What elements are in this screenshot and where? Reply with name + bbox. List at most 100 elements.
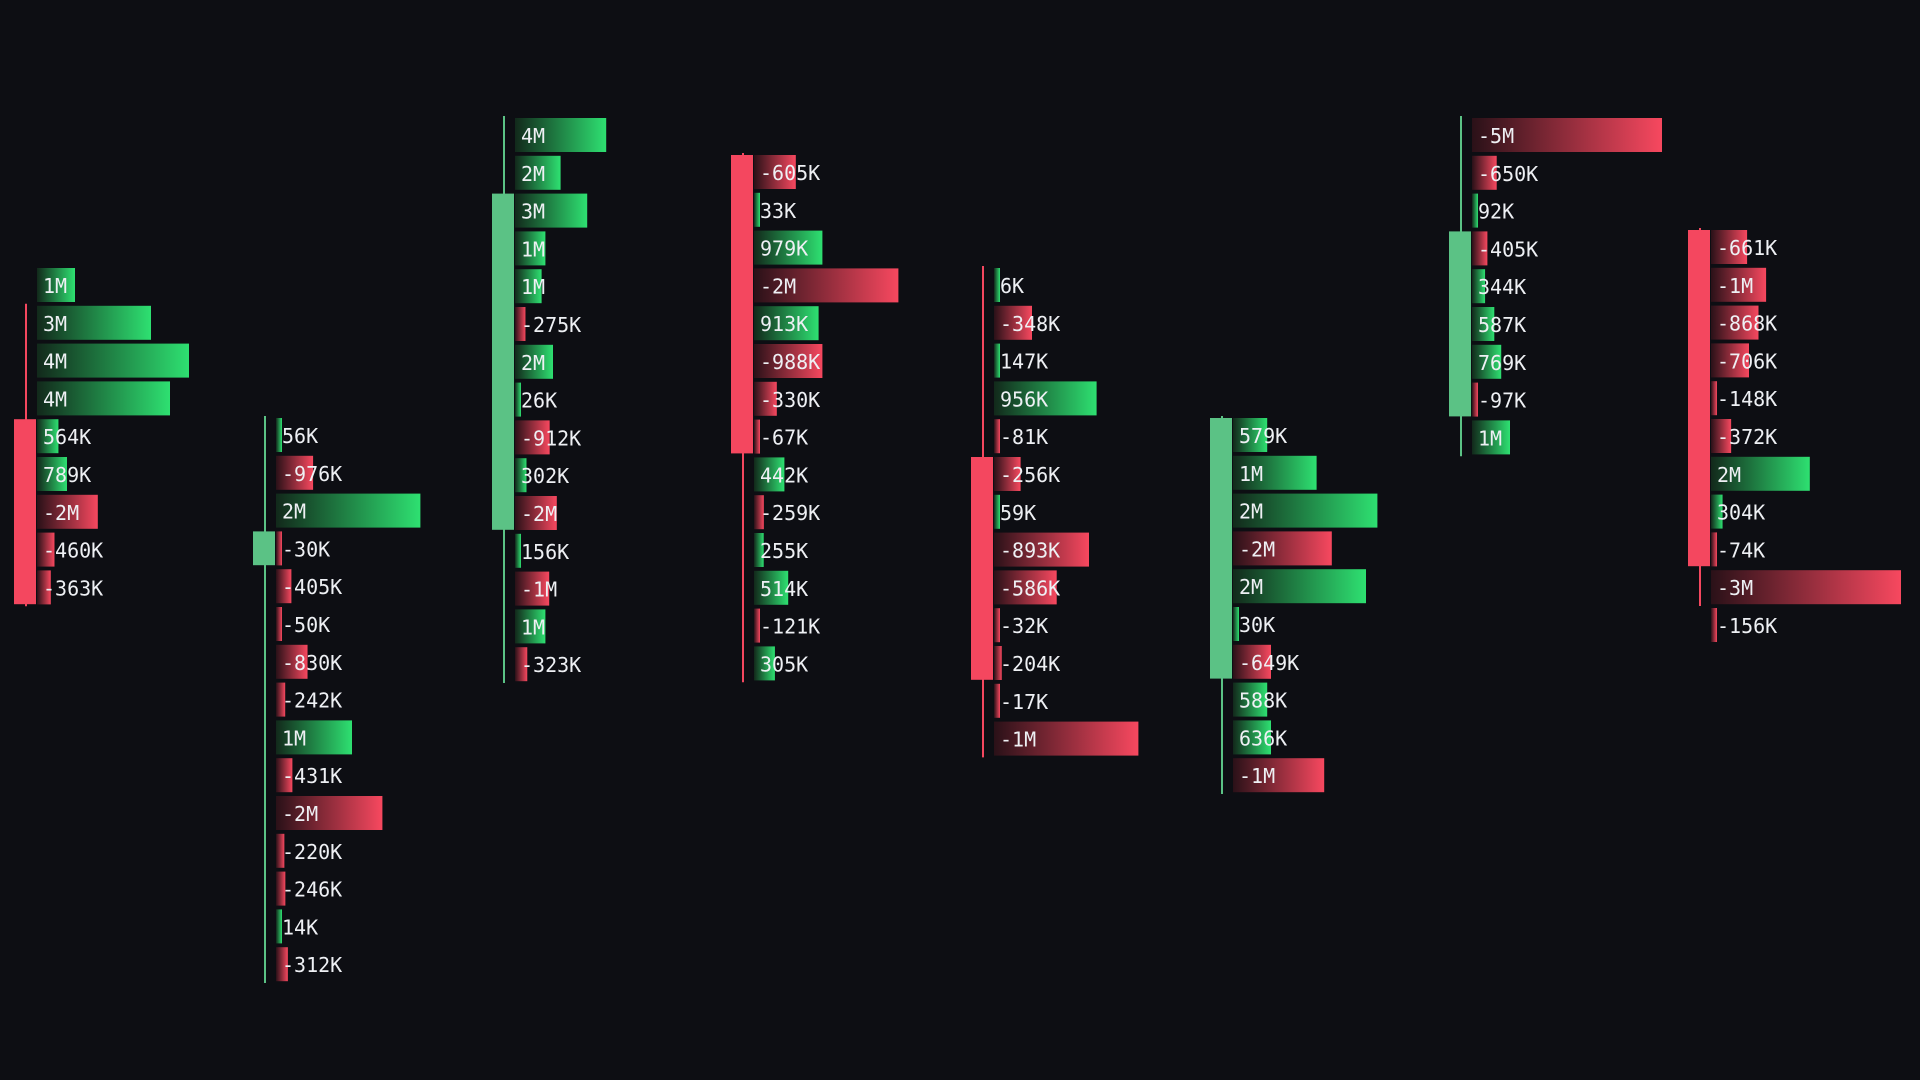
- delta-label: -868K: [1717, 312, 1777, 336]
- delta-bar: [1233, 720, 1271, 755]
- delta-label: -348K: [1000, 312, 1060, 336]
- delta-label: 33K: [760, 199, 796, 223]
- delta-bar: [1233, 758, 1325, 793]
- delta-bar: [515, 533, 521, 568]
- delta-label: 956K: [1000, 387, 1048, 411]
- delta-label: -330K: [760, 388, 820, 412]
- delta-label: -363K: [43, 576, 103, 600]
- delta-label: 147K: [1000, 350, 1048, 374]
- candle-5: 6K -348K 147K 956K -81K -256K 59K -893K -586K -32…: [971, 266, 1139, 758]
- delta-bar: [1472, 269, 1486, 304]
- delta-label: -32K: [1000, 614, 1048, 638]
- delta-bar: [37, 532, 55, 567]
- delta-label: -650K: [1478, 162, 1538, 186]
- delta-bar: [515, 496, 557, 530]
- delta-label: 302K: [521, 464, 569, 488]
- candle-6: 579K 1M 2M -2M 2M 30K -649K 588K 636K -1M: [1210, 416, 1378, 794]
- delta-bar: [994, 381, 1097, 416]
- delta-bar: [515, 344, 553, 379]
- delta-label: 1M: [282, 726, 306, 750]
- delta-bar: [37, 268, 75, 302]
- delta-label: -2M: [1239, 537, 1275, 561]
- delta-bar: [1472, 231, 1488, 266]
- delta-bar: [276, 531, 282, 566]
- delta-bar: [994, 532, 1089, 567]
- delta-label: -988K: [760, 350, 820, 374]
- delta-label: -246K: [282, 878, 342, 902]
- delta-bar: [754, 268, 899, 303]
- delta-label: -912K: [521, 426, 581, 450]
- candle-body: [731, 155, 753, 454]
- delta-label: 26K: [521, 389, 557, 413]
- delta-bar: [1472, 193, 1478, 228]
- delta-label: 514K: [760, 577, 808, 601]
- delta-label: -74K: [1717, 538, 1765, 562]
- delta-label: -2M: [43, 501, 79, 525]
- delta-bar: [37, 494, 98, 529]
- delta-label: 6K: [1000, 274, 1024, 298]
- delta-label: 2M: [521, 351, 545, 375]
- delta-bar: [37, 570, 51, 605]
- delta-bar: [994, 721, 1139, 756]
- delta-bar: [994, 457, 1021, 491]
- candle-1: 1M 3M 4M 4M 564K 789K -2M -460K -363K: [14, 268, 189, 607]
- delta-bar: [1233, 455, 1317, 490]
- delta-bar: [754, 344, 823, 378]
- delta-bar: [1711, 419, 1732, 453]
- delta-bar: [276, 758, 293, 793]
- delta-bar: [1233, 493, 1378, 528]
- delta-label: -5M: [1478, 124, 1514, 148]
- delta-label: 56K: [282, 424, 318, 448]
- delta-label: 1M: [521, 615, 545, 639]
- delta-label: -148K: [1717, 387, 1777, 411]
- delta-bar: [1711, 230, 1748, 264]
- delta-bar: [1711, 456, 1810, 491]
- delta-label: 1M: [43, 274, 67, 298]
- delta-label: 2M: [521, 162, 545, 186]
- delta-label: -204K: [1000, 652, 1060, 676]
- delta-bar: [515, 647, 528, 682]
- delta-bar: [754, 230, 823, 265]
- delta-bar: [994, 268, 1000, 302]
- delta-bar: [276, 871, 286, 906]
- delta-bar: [1711, 570, 1901, 605]
- delta-bar: [1472, 307, 1495, 341]
- delta-label: 588K: [1239, 689, 1287, 713]
- candle-body: [1449, 231, 1471, 417]
- delta-label: -256K: [1000, 463, 1060, 487]
- delta-bar: [1233, 682, 1268, 717]
- candle-body: [492, 193, 514, 530]
- delta-label: -649K: [1239, 651, 1299, 675]
- delta-label: 156K: [521, 540, 569, 564]
- delta-label: -50K: [282, 613, 330, 637]
- delta-label: 344K: [1478, 275, 1526, 299]
- delta-bar: [1472, 382, 1478, 417]
- delta-bar: [1233, 607, 1239, 641]
- delta-bar: [37, 305, 151, 340]
- delta-bar: [754, 533, 764, 567]
- delta-label: -460K: [43, 539, 103, 563]
- delta-label: -706K: [1717, 349, 1777, 373]
- delta-bar: [754, 155, 796, 189]
- delta-bar: [1472, 344, 1502, 379]
- delta-bar: [276, 833, 285, 868]
- delta-label: -1M: [1717, 274, 1753, 298]
- delta-bar: [515, 382, 521, 417]
- delta-label: 30K: [1239, 613, 1275, 637]
- delta-label: 2M: [1717, 463, 1741, 487]
- delta-bar: [994, 343, 1000, 378]
- delta-label: 2M: [1239, 575, 1263, 599]
- delta-label: 1M: [521, 237, 545, 261]
- candle-3: 4M 2M 3M 1M 1M -275K 2M 26K -912K 302K -2M 156K -1M 1…: [492, 116, 607, 683]
- delta-bar: [754, 495, 764, 530]
- delta-label: 636K: [1239, 726, 1287, 750]
- delta-bar: [37, 381, 170, 416]
- candles-layer: 1M3M4M4M564K789K-2M-460K-363K56K-976K2M-…: [14, 116, 1901, 983]
- delta-bar: [1711, 532, 1717, 567]
- delta-bar: [276, 720, 352, 755]
- delta-bar: [276, 569, 292, 604]
- delta-label: 2M: [282, 500, 306, 524]
- delta-bar: [754, 381, 777, 416]
- delta-bar: [515, 231, 546, 266]
- delta-bar: [1711, 305, 1759, 340]
